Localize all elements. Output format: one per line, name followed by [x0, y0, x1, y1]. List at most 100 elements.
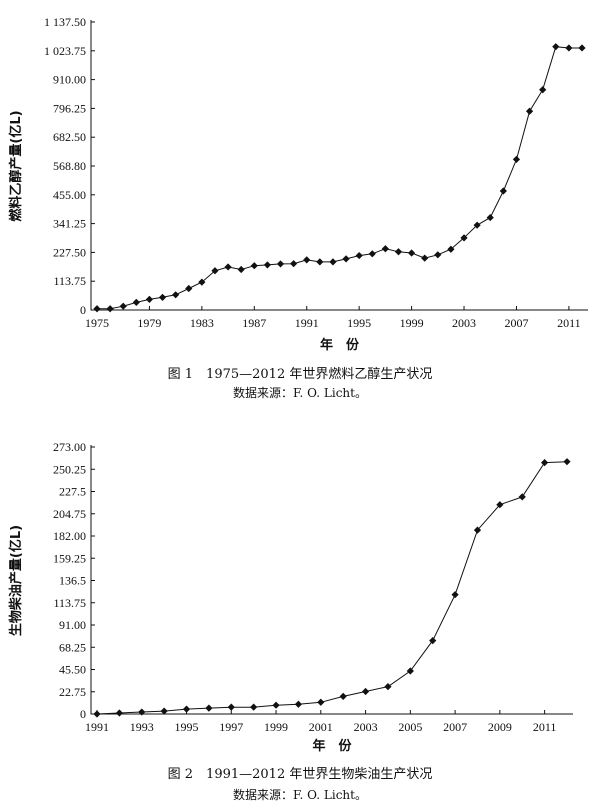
- y-tick-label: 227.5: [59, 485, 86, 499]
- data-point: [339, 692, 347, 700]
- data-point: [198, 278, 206, 286]
- x-tick-label: 2007: [504, 316, 528, 330]
- y-tick-label: 250.25: [53, 462, 86, 476]
- ethanol-data-source: 数据来源：F. O. Licht。: [233, 385, 367, 400]
- x-tick-label: 1999: [400, 316, 424, 330]
- data-point: [185, 284, 193, 293]
- y-tick-label: 341.25: [53, 217, 86, 231]
- data-point: [224, 263, 232, 271]
- ethanol-markers: [93, 43, 586, 313]
- x-tick-label: 2011: [557, 316, 581, 330]
- y-tick-label: 910.00: [53, 73, 86, 87]
- x-tick-label: 2003: [452, 316, 476, 330]
- x-tick-label: 2011: [533, 720, 557, 734]
- data-point: [93, 305, 101, 313]
- data-point: [272, 701, 280, 709]
- ethanol-chart: 0 113.75 227.50 341.25 455.00 568.80 682.50 796…: [8, 15, 588, 400]
- data-point: [250, 703, 258, 711]
- biodiesel-series-line: [96, 461, 568, 715]
- biodiesel-chart: 0 22.75 45.50 68.25 91.00 113.75 136.5 159.25 18…: [8, 440, 573, 802]
- y-tick-label: 1 137.50: [44, 15, 86, 29]
- data-point: [158, 293, 167, 301]
- data-point: [290, 260, 298, 268]
- data-point: [473, 526, 482, 534]
- x-tick-label: 2005: [398, 720, 422, 734]
- data-point: [227, 703, 235, 711]
- data-point: [205, 704, 213, 712]
- ethanol-axes: [90, 20, 588, 311]
- data-point: [496, 501, 504, 509]
- data-point: [486, 213, 494, 222]
- y-tick-label: 682.50: [53, 130, 86, 144]
- biodiesel-figure-caption: 图 2 1991—2012 年世界生物柴油生产状况: [168, 767, 433, 782]
- y-tick-label: 113.75: [53, 274, 86, 288]
- y-tick-label: 45.50: [59, 663, 86, 677]
- data-point: [473, 221, 481, 229]
- data-point: [565, 44, 573, 52]
- data-point: [499, 187, 507, 195]
- data-point: [539, 86, 547, 94]
- biodiesel-y-axis-title: 生物柴油产量(亿L): [8, 525, 24, 636]
- data-point: [115, 709, 123, 717]
- y-tick-label: 22.75: [59, 685, 86, 699]
- data-point: [421, 254, 429, 262]
- ethanol-y-axis-title: 燃料乙醇产量(亿L): [8, 110, 24, 221]
- y-tick-label: 182.00: [53, 529, 86, 543]
- data-point: [119, 302, 127, 310]
- data-point: [316, 258, 324, 266]
- data-point: [160, 707, 168, 715]
- x-tick-label: 2003: [354, 720, 378, 734]
- y-tick-label: 136.5: [59, 574, 86, 588]
- biodiesel-axes: [90, 445, 573, 715]
- data-point: [132, 298, 140, 307]
- x-tick-label: 1975: [85, 316, 109, 330]
- x-tick-label: 1995: [175, 720, 199, 734]
- y-tick-label: 159.25: [53, 551, 86, 565]
- data-point: [317, 698, 325, 706]
- x-tick-label: 1995: [347, 316, 371, 330]
- data-point: [276, 260, 285, 268]
- data-point: [512, 155, 521, 163]
- data-point: [434, 251, 442, 259]
- x-tick-label: 1987: [242, 316, 266, 330]
- y-tick-label: 0: [80, 303, 86, 317]
- x-tick-label: 2007: [443, 720, 467, 734]
- y-tick-label: 455.00: [53, 188, 86, 202]
- data-point: [460, 234, 468, 242]
- data-point: [211, 267, 219, 275]
- x-tick-label: 1991: [85, 720, 109, 734]
- data-point: [294, 700, 303, 708]
- data-point: [145, 295, 154, 303]
- data-point: [361, 687, 370, 696]
- x-tick-label: 1993: [130, 720, 154, 734]
- data-point: [355, 251, 363, 260]
- biodiesel-x-axis-title: 年 份: [312, 738, 352, 754]
- x-tick-label: 2009: [488, 720, 512, 734]
- x-tick-label: 1999: [264, 720, 288, 734]
- y-tick-label: 0: [80, 707, 86, 721]
- data-point: [406, 667, 414, 675]
- ethanol-y-ticks: 0 113.75 227.50 341.25 455.00 568.80 682.50 796…: [44, 15, 95, 317]
- y-tick-label: 1 023.75: [44, 44, 86, 58]
- data-point: [381, 245, 389, 253]
- data-point: [368, 250, 376, 258]
- data-point: [451, 591, 459, 599]
- x-tick-label: 1979: [137, 316, 161, 330]
- data-point: [447, 245, 455, 253]
- data-point: [552, 43, 560, 51]
- ethanol-figure-caption: 图 1 1975—2012 年世界燃料乙醇生产状况: [168, 366, 433, 382]
- x-tick-label: 2001: [309, 720, 333, 734]
- data-point: [578, 44, 586, 52]
- y-tick-label: 273.00: [53, 440, 86, 454]
- x-tick-label: 1983: [190, 316, 214, 330]
- data-point: [394, 248, 403, 256]
- data-point: [329, 258, 337, 266]
- data-point: [563, 458, 571, 466]
- data-point: [237, 265, 245, 274]
- y-tick-label: 568.80: [53, 159, 86, 173]
- data-point: [525, 107, 534, 115]
- y-tick-label: 68.25: [59, 640, 86, 654]
- data-point: [263, 261, 272, 269]
- ethanol-series-line: [97, 46, 582, 310]
- biodiesel-x-ticks: 1991 1993 1995 1997 1999 2001 2003 2005 2007 2009…: [85, 710, 556, 734]
